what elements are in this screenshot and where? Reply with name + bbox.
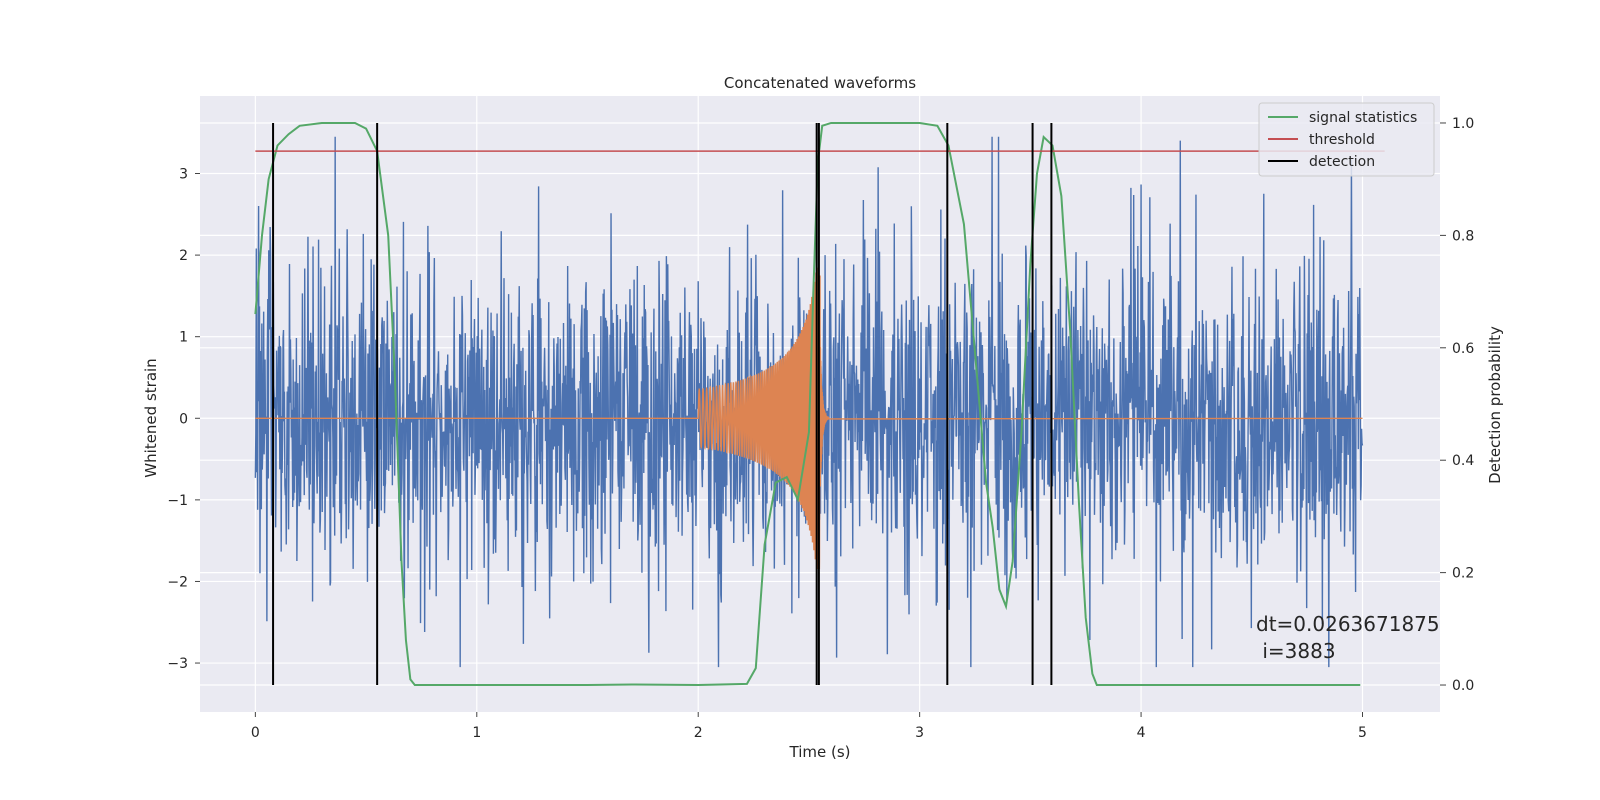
legend-label-detection: detection <box>1309 154 1375 170</box>
detection-lines <box>272 122 1053 686</box>
legend-label-signal-statistics: signal statistics <box>1309 110 1417 126</box>
y-tick-label: 0 <box>179 411 188 427</box>
injected-signal-line <box>255 267 1363 570</box>
x-axis-label: Time (s) <box>789 743 851 761</box>
y-axis-label: Whitened strain <box>142 358 160 477</box>
right-y-tick-label: 1.0 <box>1452 116 1474 132</box>
annotation-index: i=3883 <box>1256 639 1336 663</box>
x-tick-label: 0 <box>251 725 260 741</box>
y-tick-label: −2 <box>167 574 188 590</box>
right-y-axis-ticks: 1.0 0.8 0.6 0.4 0.2 0.0 <box>1440 116 1474 694</box>
y-tick-label: −3 <box>167 656 188 672</box>
right-y-tick-label: 0.0 <box>1452 678 1474 694</box>
right-y-tick-label: 0.6 <box>1452 341 1474 357</box>
plot-content <box>254 121 1385 687</box>
right-y-axis-label: Detection probability <box>1486 326 1504 484</box>
y-tick-label: 3 <box>179 167 188 183</box>
y-axis-ticks: 3 2 1 0 −1 −2 −3 <box>167 167 200 672</box>
x-tick-label: 2 <box>694 725 703 741</box>
legend-label-threshold: threshold <box>1309 132 1375 148</box>
x-tick-label: 3 <box>915 725 924 741</box>
annotation-dt: dt=0.0263671875 <box>1256 612 1440 636</box>
signal-statistics-line <box>254 121 1361 687</box>
x-axis-ticks: 0 1 2 3 4 5 <box>251 712 1367 741</box>
y-tick-label: −1 <box>167 493 188 509</box>
x-tick-label: 1 <box>472 725 481 741</box>
right-y-tick-label: 0.4 <box>1452 453 1474 469</box>
legend-box <box>1258 102 1435 177</box>
x-tick-label: 4 <box>1137 725 1146 741</box>
y-tick-label: 2 <box>179 248 188 264</box>
x-tick-label: 5 <box>1358 725 1367 741</box>
legend: signal statistics threshold detection <box>1258 102 1435 177</box>
right-y-tick-label: 0.8 <box>1452 228 1474 244</box>
chart-title: Concatenated waveforms <box>724 74 916 92</box>
right-y-tick-label: 0.2 <box>1452 566 1474 582</box>
y-tick-label: 1 <box>179 330 188 346</box>
